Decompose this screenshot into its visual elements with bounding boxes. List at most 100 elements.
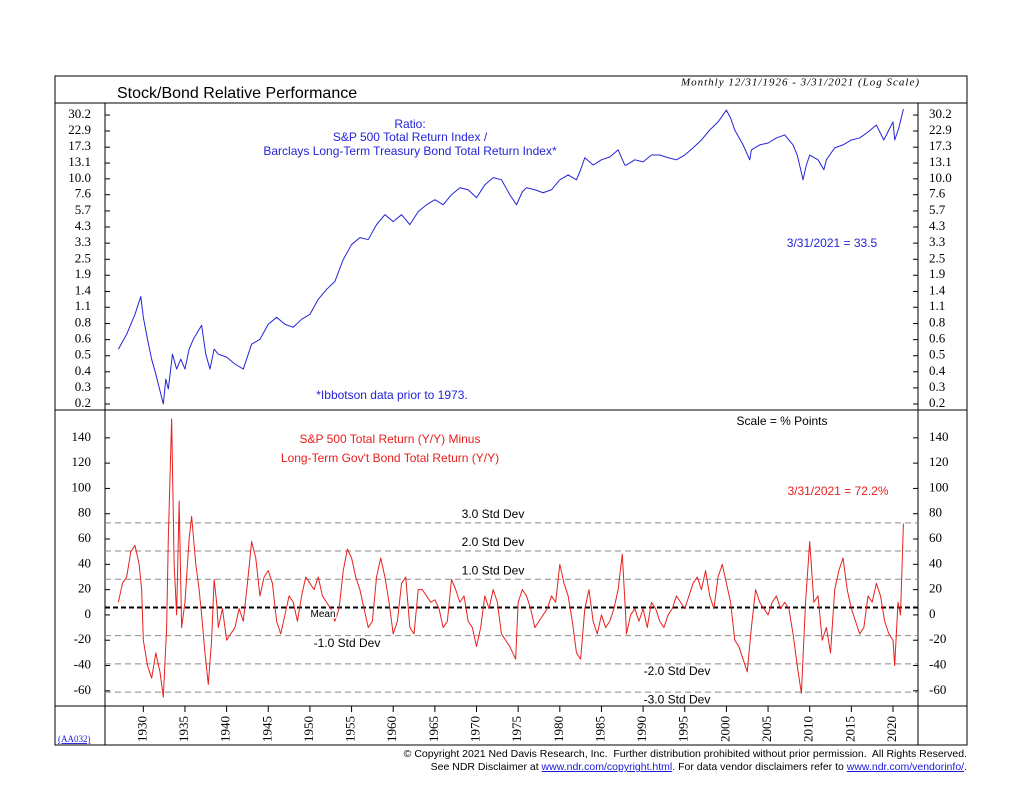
chart-title: Stock/Bond Relative Performance — [117, 85, 357, 102]
y-tick-label: 10.0 — [68, 170, 91, 185]
annotation: Scale = % Points — [736, 414, 827, 428]
y-tick-label: 0.6 — [929, 331, 946, 346]
y-tick-label: 22.9 — [68, 122, 91, 137]
y-tick-label: 0.3 — [929, 379, 945, 394]
y-tick-label: 0.5 — [929, 347, 945, 362]
y-tick-label: -60 — [929, 682, 946, 697]
y-tick-label: 0.5 — [75, 347, 91, 362]
x-tick-label: 1980 — [551, 716, 566, 742]
y-tick-label: 22.9 — [929, 122, 952, 137]
y-tick-label: 60 — [78, 530, 91, 545]
y-tick-label: 100 — [72, 479, 92, 494]
x-tick-label: 1990 — [634, 716, 649, 742]
y-tick-label: 30.2 — [68, 106, 91, 121]
disclaimer-text: . — [964, 761, 967, 773]
y-tick-label: 20 — [929, 581, 942, 596]
y-tick-label: -40 — [929, 657, 946, 672]
x-tick-label: 1930 — [134, 716, 149, 742]
y-tick-label: 4.3 — [75, 218, 91, 233]
x-tick-label: 1935 — [176, 716, 191, 742]
y-tick-label: 3.3 — [929, 234, 945, 249]
y-tick-label: 40 — [929, 555, 942, 570]
annotation: Ratio: — [394, 117, 425, 131]
annotation: 3/31/2021 = 33.5 — [787, 236, 878, 250]
x-tick-label: 1960 — [384, 716, 399, 742]
y-tick-label: -60 — [74, 682, 91, 697]
y-tick-label: 2.5 — [75, 250, 91, 265]
y-tick-label: 5.7 — [929, 202, 946, 217]
annotation: S&P 500 Total Return Index / — [333, 130, 488, 144]
y-tick-label: 2.5 — [929, 250, 945, 265]
x-tick-label: 2020 — [884, 716, 899, 742]
y-tick-label: 140 — [929, 429, 949, 444]
y-tick-label: 13.1 — [68, 154, 91, 169]
y-tick-label: 3.3 — [75, 234, 91, 249]
y-tick-label: -20 — [929, 631, 946, 646]
x-tick-label: 2005 — [759, 716, 774, 742]
y-tick-label: 1.4 — [929, 282, 946, 297]
y-tick-label: 1.1 — [929, 298, 945, 313]
x-tick-label: 1965 — [426, 716, 441, 742]
chart-code: (AA032) — [58, 734, 91, 744]
x-tick-label: 1975 — [509, 716, 524, 742]
annotation: 3/31/2021 = 72.2% — [787, 484, 888, 498]
annotation: S&P 500 Total Return (Y/Y) Minus — [300, 432, 481, 446]
y-tick-label: 10.0 — [929, 170, 952, 185]
data-line — [117, 418, 904, 698]
y-tick-label: 17.3 — [929, 138, 952, 153]
y-tick-label: 120 — [72, 454, 92, 469]
x-tick-label: 1955 — [343, 716, 358, 742]
y-tick-label: 30.2 — [929, 106, 952, 121]
reference-label: -1.0 Std Dev — [314, 636, 381, 650]
x-tick-label: 1950 — [301, 716, 316, 742]
annotation: Long-Term Gov't Bond Total Return (Y/Y) — [281, 451, 499, 465]
y-tick-label: 7.6 — [929, 186, 946, 201]
x-tick-label: 1985 — [592, 716, 607, 742]
y-tick-label: 60 — [929, 530, 942, 545]
y-tick-label: 100 — [929, 479, 949, 494]
annotation: Barclays Long-Term Treasury Bond Total R… — [263, 144, 557, 158]
y-tick-label: 0.8 — [929, 315, 945, 330]
x-tick-label: 1995 — [676, 716, 691, 742]
disclaimer-text: . For data vendor disclaimers refer to — [672, 761, 844, 773]
y-tick-label: 0.3 — [75, 379, 91, 394]
annotation: *Ibbotson data prior to 1973. — [316, 388, 467, 402]
y-tick-label: 0.2 — [75, 395, 91, 410]
x-tick-label: 1970 — [467, 716, 482, 742]
disclaimer: See NDR Disclaimer at www.ndr.com/copyri… — [431, 761, 967, 773]
y-tick-label: 13.1 — [929, 154, 952, 169]
reference-label: 2.0 Std Dev — [462, 535, 525, 549]
reference-label: -3.0 Std Dev — [644, 692, 711, 706]
disclaimer-text: See NDR Disclaimer at — [430, 761, 539, 773]
y-tick-label: 0.8 — [75, 315, 91, 330]
y-tick-label: 4.3 — [929, 218, 945, 233]
reference-label: 1.0 Std Dev — [462, 563, 525, 577]
y-tick-label: 0.4 — [929, 363, 946, 378]
y-tick-label: 20 — [78, 581, 91, 596]
x-tick-label: 1940 — [218, 716, 233, 742]
x-tick-label: 2010 — [801, 716, 816, 742]
y-tick-label: 140 — [72, 429, 92, 444]
y-tick-label: 0 — [929, 606, 936, 621]
y-tick-label: 0.4 — [75, 363, 92, 378]
y-tick-label: 7.6 — [75, 186, 92, 201]
y-tick-label: 5.7 — [75, 202, 92, 217]
x-tick-label: 1945 — [259, 716, 274, 742]
copyright: © Copyright 2021 Ned Davis Research, Inc… — [403, 748, 967, 760]
link[interactable]: www.ndr.com/vendorinfo/ — [846, 761, 965, 773]
x-tick-label: 2000 — [717, 716, 732, 742]
data-line — [117, 108, 904, 405]
reference-label: Mean — [310, 609, 335, 620]
chart-subtitle: Monthly 12/31/1926 - 3/31/2021 (Log Scal… — [680, 77, 920, 89]
y-tick-label: 0.6 — [75, 331, 92, 346]
y-tick-label: 17.3 — [68, 138, 91, 153]
y-tick-label: 1.4 — [75, 282, 92, 297]
y-tick-label: 80 — [78, 505, 91, 520]
y-tick-label: 1.9 — [75, 266, 91, 281]
y-tick-label: 40 — [78, 555, 91, 570]
y-tick-label: 1.9 — [929, 266, 945, 281]
y-tick-label: 0 — [85, 606, 92, 621]
link[interactable]: www.ndr.com/copyright.html — [541, 761, 673, 773]
y-tick-label: -40 — [74, 657, 91, 672]
